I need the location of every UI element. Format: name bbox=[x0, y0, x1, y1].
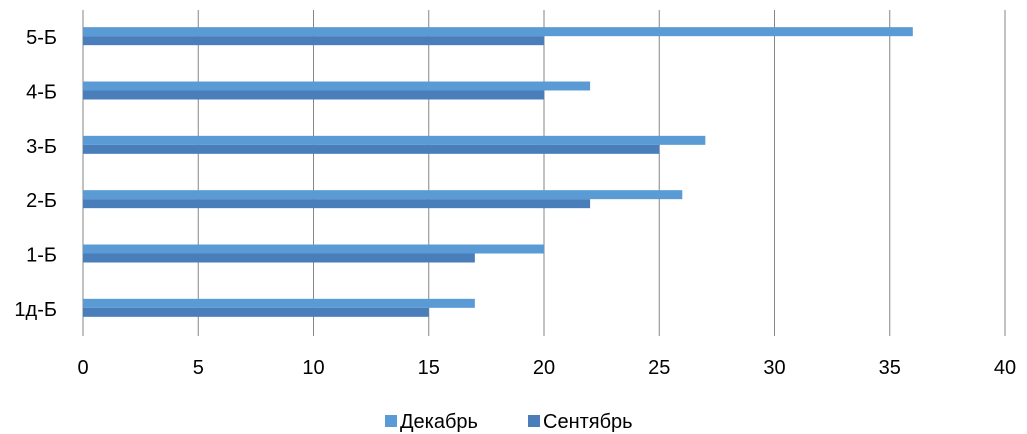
legend-label: Декабрь bbox=[400, 411, 478, 433]
bar-dekabr bbox=[83, 190, 683, 200]
x-tick-label: 0 bbox=[77, 357, 88, 379]
category-label: 5-Б bbox=[26, 27, 57, 49]
bars bbox=[83, 27, 913, 317]
bar-sentyabr bbox=[83, 253, 475, 263]
category-label: 4-Б bbox=[26, 82, 57, 104]
x-tick-label: 35 bbox=[879, 357, 901, 379]
bar-sentyabr bbox=[83, 90, 544, 100]
x-tick-label: 20 bbox=[533, 357, 555, 379]
gridlines bbox=[82, 10, 1006, 336]
x-tick-label: 40 bbox=[994, 357, 1016, 379]
bar-dekabr bbox=[83, 298, 475, 308]
x-tick-label: 25 bbox=[648, 357, 670, 379]
bar-dekabr bbox=[83, 27, 913, 37]
category-labels: 1д-Б 1-Б 2-Б 3-Б 4-Б 5-Б bbox=[14, 27, 57, 321]
legend-label: Сентябрь bbox=[543, 411, 633, 433]
bar-dekabr bbox=[83, 135, 706, 145]
legend-swatch bbox=[385, 415, 397, 427]
bar-sentyabr bbox=[83, 307, 429, 317]
x-tick-label: 15 bbox=[418, 357, 440, 379]
category-label: 1-Б bbox=[26, 245, 57, 267]
bar-sentyabr bbox=[83, 144, 660, 154]
bar-sentyabr bbox=[83, 199, 591, 209]
x-tick-labels: 0 5 10 15 20 25 30 35 40 bbox=[77, 357, 1016, 379]
category-label: 2-Б bbox=[26, 190, 57, 212]
x-tick-label: 10 bbox=[302, 357, 324, 379]
bar-dekabr bbox=[83, 244, 544, 254]
x-tick-label: 30 bbox=[763, 357, 785, 379]
bar-dekabr bbox=[83, 81, 591, 91]
category-label: 1д-Б bbox=[14, 299, 57, 321]
x-tick-label: 5 bbox=[193, 357, 204, 379]
legend: Декабрь Сентябрь bbox=[385, 411, 633, 433]
legend-swatch bbox=[528, 415, 540, 427]
bar-sentyabr bbox=[83, 36, 544, 46]
category-label: 3-Б bbox=[26, 136, 57, 158]
